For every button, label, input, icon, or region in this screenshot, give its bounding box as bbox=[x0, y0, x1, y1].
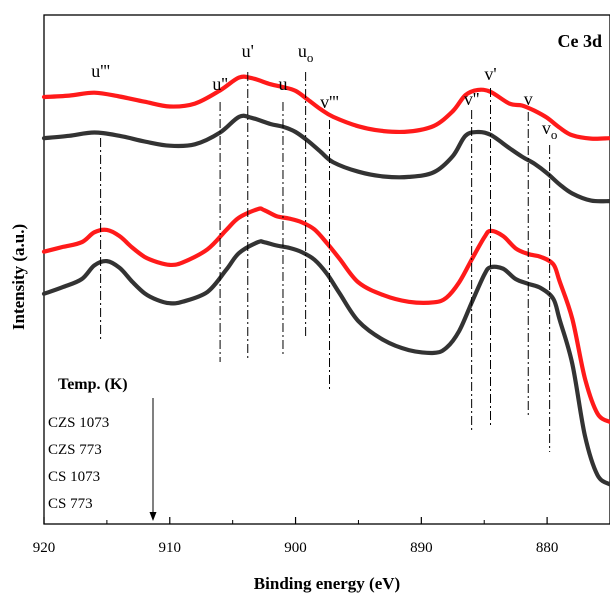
peak-marker-label-3: u' bbox=[242, 41, 254, 61]
legend-title: Temp. (K) bbox=[58, 376, 128, 393]
plot-frame bbox=[43, 14, 610, 525]
chart-title: Ce 3d bbox=[558, 31, 603, 51]
series-line-1-red bbox=[41, 74, 610, 141]
legend: Temp. (K) CZS 1073 CZS 773 CS 1073 CS 77… bbox=[48, 376, 157, 521]
series-line-3-red bbox=[41, 206, 610, 425]
peak-marker-label-6: v''' bbox=[320, 92, 339, 112]
x-tick-label-890: 890 bbox=[410, 540, 433, 556]
peak-marker-label-2: u'' bbox=[212, 74, 228, 94]
peak-marker-label-7: v'' bbox=[464, 89, 480, 109]
x-tick-label-880: 880 bbox=[536, 540, 559, 556]
legend-entry: CS 1073 bbox=[48, 469, 100, 485]
peak-marker-label-1: u''' bbox=[91, 61, 110, 81]
series-line-2-black bbox=[41, 113, 610, 204]
x-tick-label-910: 910 bbox=[159, 540, 182, 556]
peak-marker-label-8: v' bbox=[484, 64, 496, 84]
legend-entry: CS 773 bbox=[48, 496, 93, 512]
x-tick-label-900: 900 bbox=[284, 540, 307, 556]
temperature-arrow-head bbox=[149, 512, 157, 521]
peak-marker-label-4: u bbox=[278, 74, 287, 94]
legend-entry: CZS 773 bbox=[48, 442, 102, 458]
peak-marker-label-9: v bbox=[524, 89, 533, 109]
series-layer bbox=[41, 74, 610, 487]
series-line-4-black bbox=[41, 239, 610, 487]
x-tick-label-920: 920 bbox=[33, 540, 56, 556]
legend-entry: CZS 1073 bbox=[48, 415, 109, 431]
x-axis-title: Binding energy (eV) bbox=[254, 574, 400, 593]
peak-marker-label-5: uo bbox=[298, 41, 314, 65]
y-axis-title: Intensity (a.u.) bbox=[9, 224, 28, 330]
x-tick-layer: 920 910 900 890 880 bbox=[33, 517, 559, 556]
